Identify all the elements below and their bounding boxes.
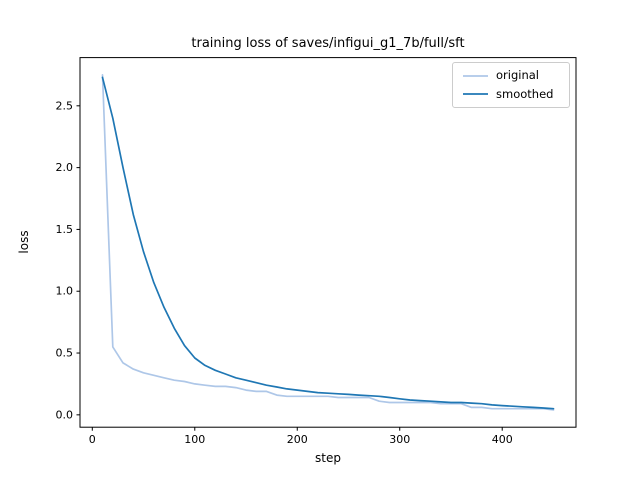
svg-text:200: 200 (287, 433, 308, 446)
legend-label-smoothed: smoothed (496, 86, 554, 101)
svg-text:300: 300 (389, 433, 410, 446)
x-axis-label: step (315, 451, 341, 465)
legend-item-smoothed: smoothed (462, 86, 560, 101)
svg-text:0: 0 (89, 433, 96, 446)
y-axis-label: loss (17, 230, 31, 254)
svg-text:0.0: 0.0 (56, 408, 74, 421)
legend-swatch-original (463, 74, 488, 77)
legend: original smoothed (452, 62, 570, 108)
svg-text:100: 100 (184, 433, 205, 446)
legend-swatch-smoothed (463, 93, 488, 96)
legend-item-original: original (462, 68, 560, 82)
legend-label-original: original (496, 68, 539, 82)
svg-text:1.5: 1.5 (56, 223, 74, 236)
svg-text:1.0: 1.0 (56, 285, 74, 298)
svg-text:0.5: 0.5 (56, 347, 74, 360)
svg-text:2.5: 2.5 (56, 99, 74, 112)
svg-text:2.0: 2.0 (56, 161, 74, 174)
svg-text:400: 400 (492, 433, 513, 446)
chart-title: training loss of saves/infigui_g1_7b/ful… (191, 36, 465, 51)
